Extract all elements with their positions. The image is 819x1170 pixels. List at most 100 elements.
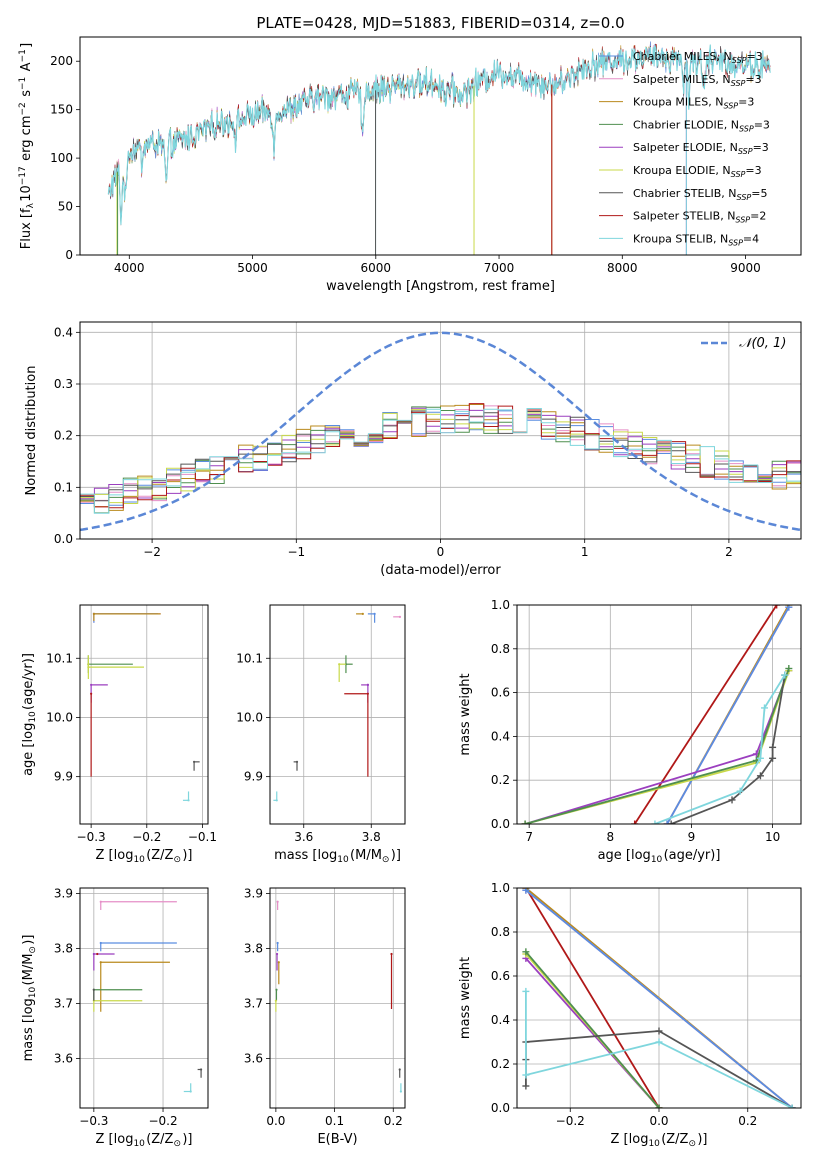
errorbar-point-chabrier-elodie <box>275 988 278 1001</box>
y-tick-label: 3.8 <box>54 942 73 956</box>
y-tick-label: 0.0 <box>54 532 73 546</box>
y-tick-label: 3.8 <box>244 942 263 956</box>
plot-area <box>80 331 801 532</box>
y-tick-label: 3.9 <box>54 887 73 901</box>
y-tick-label: 3.6 <box>244 1052 263 1066</box>
legend-value: =3 <box>738 96 754 109</box>
y-tick-label: 3.6 <box>54 1052 73 1066</box>
legend-label-chabrier-miles: Chabrier MILES, NSSP=3 <box>633 50 763 65</box>
y-tick-label: 0.4 <box>491 729 510 743</box>
series-chabrier-miles <box>663 605 793 824</box>
x-tick-label: 7 <box>525 830 533 844</box>
legend-label-salpeter-miles: Salpeter MILES, NSSP=3 <box>633 73 762 88</box>
legend-value: =4 <box>743 232 759 245</box>
panel-mass-weight-vs-Z: −0.2 0.0 0.2 0.0 0.2 0.4 0.6 0.8 1.0 Z [log10 (Z/… <box>458 881 802 1149</box>
errorbar-point-kroupa-elodie <box>87 655 144 679</box>
marker <box>189 1090 192 1093</box>
series-line <box>525 888 660 1108</box>
x-axis-label: Z [log10 (Z/Z⊙ )] <box>611 1132 708 1149</box>
legend-value: =3 <box>754 118 770 131</box>
series-line <box>670 674 786 824</box>
errorbar-point-salpeter-miles <box>276 900 279 910</box>
errorbar-point-kroupa-miles <box>92 612 161 621</box>
marker <box>275 988 278 991</box>
marker <box>99 961 102 964</box>
series-line <box>654 674 786 824</box>
y-axis-label: mass weight <box>458 673 473 755</box>
legend-label-salpeter-stelib: Salpeter STELIB, NSSP=2 <box>633 210 766 225</box>
marker <box>96 952 99 956</box>
panel-age-vs-Z: −0.3 −0.2 −0.1 9.9 10.0 10.1 Z [log10 (Z/Z⊙ )]… <box>21 604 217 865</box>
axes-overlay: 3.6 3.8 9.9 10.0 10.1 mass [log10 (M/M⊙ )] <box>236 604 406 865</box>
errorbar-point-salpeter-stelib <box>96 952 99 956</box>
y-tick-label: 0.4 <box>491 1013 510 1027</box>
x-tick-label: 0.2 <box>738 1114 757 1128</box>
errorbar-point-kroupa-miles <box>277 961 280 985</box>
series-line <box>524 668 790 824</box>
y-tick-label: 10.1 <box>236 651 263 665</box>
series-chabrier-elodie <box>521 665 793 824</box>
errorbar-point-chabrier-stelib <box>92 988 95 1001</box>
series-line <box>525 951 660 1108</box>
plot-area <box>521 605 793 824</box>
errorbar-point-kroupa-stelib <box>273 791 278 802</box>
y-tick-label: 0.1 <box>54 480 73 494</box>
y-tick-label: 0.2 <box>491 773 510 787</box>
x-tick-label: 9000 <box>730 261 761 275</box>
marker <box>398 1068 401 1071</box>
legend-subscript: SSP <box>735 216 750 225</box>
axes-overlay: 0.0 0.1 0.2 3.6 3.7 3.8 3.9 E(B-V) <box>244 887 406 1147</box>
marker <box>275 799 278 802</box>
panel-mass-vs-EBV: 0.0 0.1 0.2 3.6 3.7 3.8 3.9 E(B-V) <box>244 887 406 1147</box>
y-tick-label: 0.6 <box>491 969 510 983</box>
plot-area <box>273 612 402 802</box>
x-tick-label: −1 <box>287 545 305 559</box>
errorbar-point-kroupa-elodie <box>87 663 90 671</box>
series-chabrier-elodie <box>522 948 663 1108</box>
errorbar-point-chabrier-stelib <box>293 760 299 771</box>
axes-frame <box>79 604 209 825</box>
marker <box>366 692 369 695</box>
x-tick-label: 10 <box>765 830 780 844</box>
legend-label-salpeter-elodie: Salpeter ELODIE, NSSP=3 <box>633 141 769 156</box>
legend-label-normal: 𝒩(0, 1) <box>739 336 786 351</box>
legend-label-chabrier-stelib: Chabrier STELIB, NSSP=5 <box>633 187 767 202</box>
y-axis-label: Flux [fλ 10−17 erg cm−2 s−1 A−1 ] <box>18 43 36 249</box>
series-line <box>666 606 790 824</box>
x-tick-label: −0.1 <box>188 830 217 844</box>
axes-frame <box>79 887 209 1109</box>
legend-text: Chabrier MILES, N <box>633 50 732 63</box>
axes-overlay: −0.3 −0.2 3.6 3.7 3.8 3.9 Z [log10 (Z/Z⊙ )] mas… <box>21 887 209 1149</box>
legend-label-kroupa-miles: Kroupa MILES, NSSP=3 <box>633 96 754 111</box>
plot-area <box>107 41 771 255</box>
errorbar-point-salpeter-stelib <box>90 692 93 777</box>
x-tick-label: −0.3 <box>77 830 106 844</box>
y-tick-label: 150 <box>50 103 73 117</box>
marker <box>366 683 369 687</box>
legend-subscript: SSP <box>731 79 746 88</box>
spectrum-salpeter-elodie <box>115 68 475 223</box>
marker <box>276 941 279 945</box>
legend-subscript: SSP <box>739 124 754 133</box>
series-chabrier-stelib <box>667 671 789 824</box>
y-tick-label: 0 <box>65 248 73 262</box>
legend-value: =3 <box>753 141 769 154</box>
marker <box>338 663 341 666</box>
marker <box>99 900 102 903</box>
series-salpeter-stelib <box>631 605 781 824</box>
x-tick-label: −2 <box>143 545 161 559</box>
errorbar-point-kroupa-stelib <box>399 1083 402 1093</box>
legend-label-kroupa-elodie: Kroupa ELODIE, NSSP=3 <box>633 164 762 179</box>
x-tick-label: 3.6 <box>294 830 313 844</box>
y-tick-label: 1.0 <box>491 598 510 612</box>
series-line <box>524 670 790 824</box>
marker <box>192 760 196 763</box>
legend-text: Salpeter MILES, N <box>633 73 731 86</box>
x-axis-label: mass [log10 (M/M⊙ )] <box>274 848 401 865</box>
legend-value: =3 <box>745 73 761 86</box>
y-axis-label: mass [log10 (M/M⊙ )] <box>21 935 38 1062</box>
marker <box>99 941 102 945</box>
errorbar-point-kroupa-stelib <box>183 1083 192 1093</box>
x-axis-label: wavelength [Angstrom, rest frame] <box>326 279 555 294</box>
legend-subscript: SSP <box>723 102 738 111</box>
